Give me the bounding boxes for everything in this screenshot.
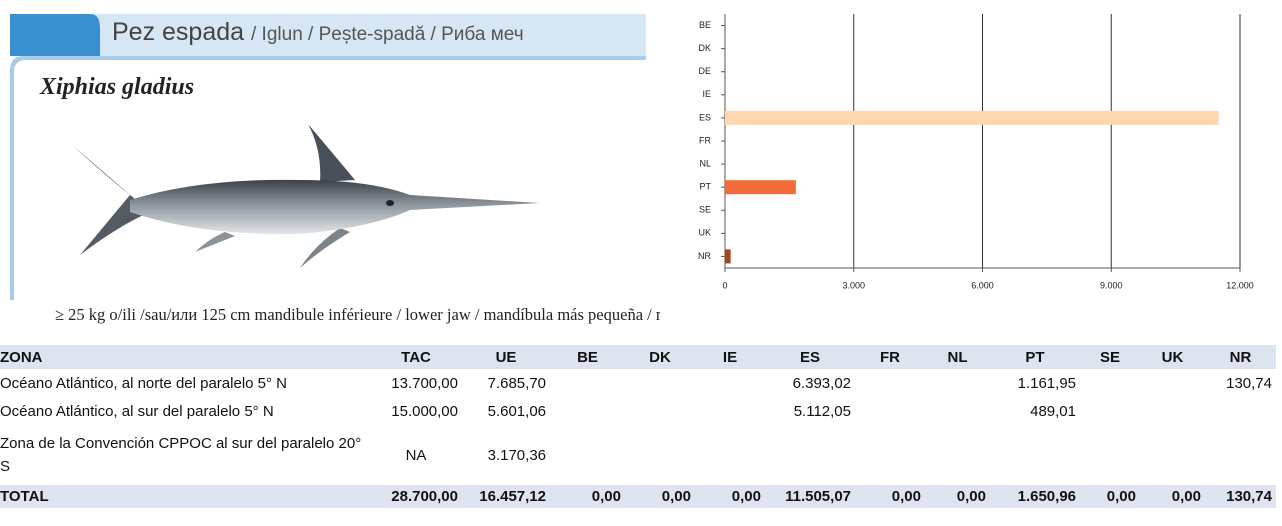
value-cell [1140, 397, 1205, 425]
value-cell [550, 369, 625, 397]
value-cell: 7.685,70 [462, 369, 550, 397]
value-cell: 130,74 [1205, 369, 1276, 397]
header-cell: DK [625, 345, 695, 369]
species-card: Pez espada / Iglun / Pește-spadă / Риба … [0, 0, 660, 340]
header-cell: UK [1140, 345, 1205, 369]
x-tick-label: 0 [722, 280, 727, 290]
x-tick-label: 6.000 [971, 280, 994, 290]
value-cell [925, 369, 990, 397]
value-cell [990, 425, 1080, 485]
value-cell [550, 397, 625, 425]
table-row: Zona de la Convención CPPOC al sur del p… [0, 425, 1276, 485]
bar [725, 111, 1219, 125]
value-cell: 13.700,00 [370, 369, 462, 397]
x-tick-label: 9.000 [1100, 280, 1123, 290]
value-cell: 0,00 [855, 485, 925, 508]
y-tick-label: IE [702, 89, 711, 99]
header-cell: NR [1205, 345, 1276, 369]
value-cell: 0,00 [625, 485, 695, 508]
value-cell: 1.161,95 [990, 369, 1080, 397]
header-cell: ZONA [0, 345, 370, 369]
bar-chart: 0 3.000 6.000 9.000 12.000 BE DK DE IE ES FR NL PT SE… [660, 0, 1282, 300]
value-cell [1205, 397, 1276, 425]
y-tick-label: FR [699, 135, 711, 145]
value-cell [765, 425, 855, 485]
bar [725, 180, 796, 194]
value-cell [855, 397, 925, 425]
header-cell: TAC [370, 345, 462, 369]
value-cell [695, 397, 765, 425]
value-cell [1080, 397, 1140, 425]
header-cell: NL [925, 345, 990, 369]
caption: ≥ 25 kg o/ili /sau/или 125 cm mandibule … [55, 305, 660, 324]
y-tick-label: PT [699, 182, 711, 192]
species-name: Xiphias gladius [39, 74, 194, 100]
header-cell: IE [695, 345, 765, 369]
value-cell: 0,00 [1140, 485, 1205, 508]
header-cell: SE [1080, 345, 1140, 369]
value-cell: 130,74 [1205, 485, 1276, 508]
value-cell [625, 425, 695, 485]
bar [725, 249, 731, 263]
header-cell: PT [990, 345, 1080, 369]
value-cell: 16.457,12 [462, 485, 550, 508]
value-cell: NA [370, 425, 462, 485]
y-tick-label: SE [699, 205, 711, 215]
value-cell: 0,00 [925, 485, 990, 508]
y-tick-label: NL [699, 158, 711, 168]
y-tick-label: DK [698, 43, 711, 53]
value-cell [855, 425, 925, 485]
value-cell [1080, 425, 1140, 485]
value-cell: 3.170,36 [462, 425, 550, 485]
value-cell: 15.000,00 [370, 397, 462, 425]
value-cell [925, 425, 990, 485]
value-cell: 28.700,00 [370, 485, 462, 508]
y-tick-label: DE [698, 66, 711, 76]
value-cell: 489,01 [990, 397, 1080, 425]
zone-cell: Zona de la Convención CPPOC al sur del p… [0, 425, 370, 485]
header-cell: UE [462, 345, 550, 369]
value-cell [695, 425, 765, 485]
header-cell: BE [550, 345, 625, 369]
value-cell [1140, 425, 1205, 485]
y-tick-label: BE [699, 20, 711, 30]
header-cell: ES [765, 345, 855, 369]
value-cell: 0,00 [1080, 485, 1140, 508]
subtitle: / Iglun / Pește-spadă / Риба меч [251, 24, 524, 45]
table-row: Océano Atlántico, al sur del paralelo 5°… [0, 397, 1276, 425]
value-cell: 0,00 [695, 485, 765, 508]
value-cell [1140, 369, 1205, 397]
value-cell: 0,00 [550, 485, 625, 508]
title: Pez espada [112, 18, 244, 46]
value-cell [625, 369, 695, 397]
zone-cell: Océano Atlántico, al sur del paralelo 5°… [0, 397, 370, 425]
value-cell [625, 397, 695, 425]
value-cell: 6.393,02 [765, 369, 855, 397]
value-cell: 5.601,06 [462, 397, 550, 425]
value-cell: 5.112,05 [765, 397, 855, 425]
page: {"header":{"title":"Pez espada","subtitl… [0, 0, 1282, 526]
value-cell [550, 425, 625, 485]
zone-cell: TOTAL [0, 485, 370, 508]
value-cell [855, 369, 925, 397]
value-cell [925, 397, 990, 425]
zone-cell: Océano Atlántico, al norte del paralelo … [0, 369, 370, 397]
table-row: Océano Atlántico, al norte del paralelo … [0, 369, 1276, 397]
header-cell: FR [855, 345, 925, 369]
x-tick-label: 3.000 [842, 280, 865, 290]
value-cell [1205, 425, 1276, 485]
y-tick-label: ES [699, 112, 711, 122]
y-tick-label: NR [698, 251, 711, 261]
value-cell [695, 369, 765, 397]
y-tick-label: UK [698, 228, 711, 238]
value-cell: 11.505,07 [765, 485, 855, 508]
value-cell [1080, 369, 1140, 397]
header-tab [10, 14, 100, 56]
x-tick-label: 12.000 [1226, 280, 1254, 290]
fish-illustration [72, 124, 540, 268]
value-cell: 1.650,96 [990, 485, 1080, 508]
